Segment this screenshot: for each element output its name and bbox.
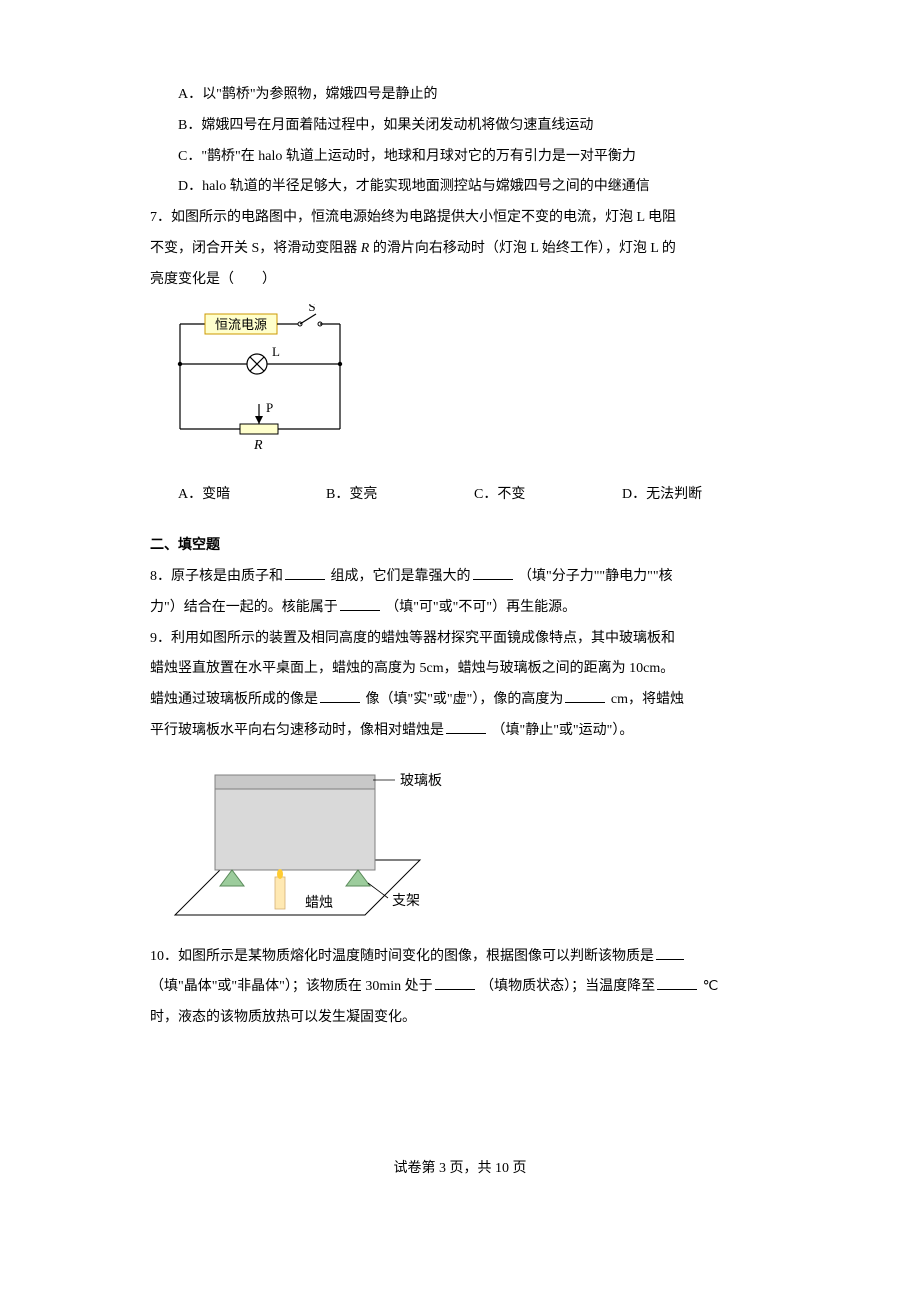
- q7-option-a: A．变暗: [178, 480, 326, 511]
- circuit-source-label: 恒流电源: [215, 317, 267, 332]
- q9-blank2[interactable]: [565, 688, 605, 703]
- q9-3a: 蜡烛通过玻璃板所成的像是: [150, 692, 318, 707]
- candle-body: [275, 877, 285, 909]
- slider-arrow-icon: [255, 416, 263, 424]
- q10-2b: （填物质状态）；当温度降至: [477, 979, 656, 994]
- page-footer: 试卷第 3 页，共 10 页: [150, 1154, 770, 1185]
- q7-stem-line2: 不变，闭合开关 S，将滑动变阻器 R 的滑片向右移动时（灯泡 L 始终工作），灯…: [150, 234, 770, 265]
- circuit-slider-label: P: [266, 400, 273, 415]
- q7-stem-2b: 的滑片向右移动时（灯泡 L 始终工作），灯泡 L 的: [369, 241, 676, 256]
- q10-2a: （填"晶体"或"非晶体"）；该物质在 30min 处于: [150, 979, 433, 994]
- q7-option-d: D．无法判断: [622, 480, 770, 511]
- q9-3b: 像（填"实"或"虚"），像的高度为: [362, 692, 563, 707]
- candle-flame-icon: [277, 869, 283, 879]
- q9-4b: （填"静止"或"运动"）。: [488, 723, 633, 738]
- q8-blank3[interactable]: [340, 596, 380, 611]
- q8-blank1[interactable]: [285, 565, 325, 580]
- q8-blank2[interactable]: [473, 565, 513, 580]
- rheostat-icon: [240, 424, 278, 434]
- q6-option-d: D．halo 轨道的半径足够大，才能实现地面测控站与嫦娥四号之间的中继通信: [150, 172, 770, 203]
- q9-3c: cm，将蜡烛: [607, 692, 684, 707]
- circuit-switch-label: S: [308, 304, 315, 314]
- q7-stem-2a: 不变，闭合开关 S，将滑动变阻器: [150, 241, 361, 256]
- q10-1a: 10．如图所示是某物质熔化时温度随时间变化的图像，根据图像可以判断该物质是: [150, 949, 654, 964]
- q7-stem-line3: 亮度变化是（ ）: [150, 265, 770, 296]
- q8-1b: 组成，它们是靠强大的: [327, 569, 471, 584]
- q6-option-c: C．"鹊桥"在 halo 轨道上运动时，地球和月球对它的万有引力是一对平衡力: [150, 142, 770, 173]
- q8-2b: （填"可"或"不可"）再生能源。: [382, 600, 576, 615]
- candle-label: 蜡烛: [305, 895, 333, 911]
- q7-stem-line1: 7．如图所示的电路图中，恒流电源始终为电路提供大小恒定不变的电流，灯泡 L 电阻: [150, 203, 770, 234]
- q7-circuit-figure: 恒流电源 S L P R: [170, 304, 770, 477]
- q8-2a: 力"）结合在一起的。核能属于: [150, 600, 338, 615]
- section-2-title: 二、填空题: [150, 531, 770, 562]
- q6-option-a: A．以"鹊桥"为参照物，嫦娥四号是静止的: [150, 80, 770, 111]
- q9-4a: 平行玻璃板水平向右匀速移动时，像相对蜡烛是: [150, 723, 444, 738]
- q10-2c: ℃: [699, 979, 718, 994]
- q8-line2: 力"）结合在一起的。核能属于 （填"可"或"不可"）再生能源。: [150, 593, 770, 624]
- q8-1c: （填"分子力""静电力""核: [515, 569, 673, 584]
- q9-blank3[interactable]: [446, 719, 486, 734]
- circuit-resistor-label: R: [253, 438, 263, 453]
- q10-blank2[interactable]: [435, 975, 475, 990]
- stand-label: 支架: [392, 893, 420, 909]
- q9-line2: 蜡烛竖直放置在水平桌面上，蜡烛的高度为 5cm，蜡烛与玻璃板之间的距离为 10c…: [150, 654, 770, 685]
- q7-option-c: C．不变: [474, 480, 622, 511]
- q10-blank1[interactable]: [656, 945, 684, 960]
- q8-line1: 8．原子核是由质子和 组成，它们是靠强大的 （填"分子力""静电力""核: [150, 562, 770, 593]
- circuit-lamp-label: L: [272, 344, 280, 359]
- glass-label: 玻璃板: [400, 772, 442, 789]
- q9-mirror-figure: 玻璃板 蜡烛 支架: [170, 755, 770, 938]
- q7-options-row: A．变暗 B．变亮 C．不变 D．无法判断: [150, 480, 770, 511]
- q9-line3: 蜡烛通过玻璃板所成的像是 像（填"实"或"虚"），像的高度为 cm，将蜡烛: [150, 685, 770, 716]
- q10-line2: （填"晶体"或"非晶体"）；该物质在 30min 处于 （填物质状态）；当温度降…: [150, 972, 770, 1003]
- q9-line4: 平行玻璃板水平向右匀速移动时，像相对蜡烛是 （填"静止"或"运动"）。: [150, 716, 770, 747]
- q10-line1: 10．如图所示是某物质熔化时温度随时间变化的图像，根据图像可以判断该物质是: [150, 942, 770, 973]
- q9-line1: 9．利用如图所示的装置及相同高度的蜡烛等器材探究平面镜成像特点，其中玻璃板和: [150, 624, 770, 655]
- q10-blank3[interactable]: [657, 975, 697, 990]
- stand-left: [220, 870, 244, 886]
- stand-right: [346, 870, 370, 886]
- q9-blank1[interactable]: [320, 688, 360, 703]
- q8-1a: 8．原子核是由质子和: [150, 569, 283, 584]
- q10-line3: 时，液态的该物质放热可以发生凝固变化。: [150, 1003, 770, 1034]
- q7-option-b: B．变亮: [326, 480, 474, 511]
- q6-option-b: B．嫦娥四号在月面着陆过程中，如果关闭发动机将做匀速直线运动: [150, 111, 770, 142]
